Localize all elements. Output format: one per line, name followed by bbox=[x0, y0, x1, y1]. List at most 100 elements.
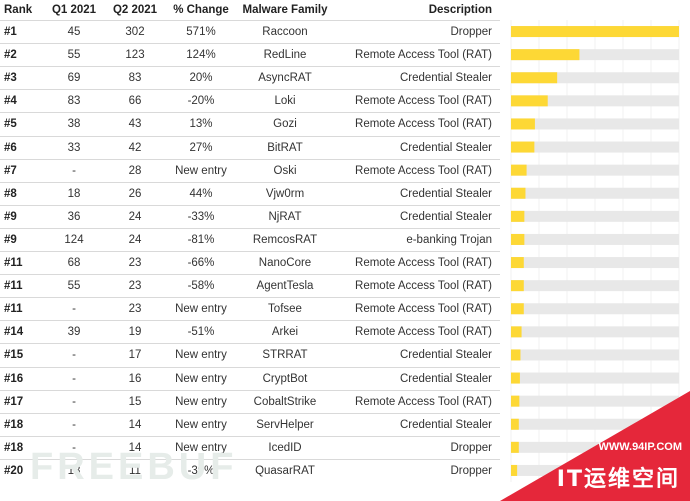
change-cell: -33% bbox=[187, 210, 215, 223]
q1-cell: - bbox=[72, 372, 76, 385]
family-cell: IcedID bbox=[268, 441, 302, 454]
description-cell: Credential Stealer bbox=[399, 418, 492, 431]
bar-track bbox=[511, 187, 679, 199]
q1-cell: - bbox=[72, 303, 76, 316]
description-cell: Remote Access Tool (RAT) bbox=[355, 95, 492, 108]
table-row: #6 33 42 27% BitRAT Credential Stealer bbox=[0, 135, 500, 160]
bar-asyncrat bbox=[511, 72, 558, 84]
header-family: Malware Family bbox=[242, 4, 328, 16]
description-cell: Remote Access Tool (RAT) bbox=[355, 164, 492, 177]
description-cell: Remote Access Tool (RAT) bbox=[355, 280, 492, 293]
family-cell: NjRAT bbox=[268, 210, 302, 223]
description-cell: Credential Stealer bbox=[399, 141, 492, 154]
family-cell: Raccoon bbox=[262, 26, 308, 38]
banner-triangle bbox=[500, 391, 690, 501]
table-row: #17 - 15 New entry CobaltStrike Remote Access… bbox=[0, 389, 500, 414]
bar-track bbox=[511, 280, 679, 292]
q2-cell: 26 bbox=[128, 187, 142, 200]
bar-track bbox=[511, 118, 679, 130]
q1-cell: - bbox=[72, 164, 76, 177]
q1-cell: 55 bbox=[67, 49, 81, 62]
header-q2: Q2 2021 bbox=[112, 4, 158, 16]
q1-cell: 45 bbox=[67, 26, 81, 38]
q1-cell: - bbox=[72, 418, 76, 431]
description-cell: Dropper bbox=[450, 441, 492, 454]
change-cell: New entry bbox=[175, 303, 227, 316]
rank-cell: #18 bbox=[4, 441, 24, 454]
q1-cell: 33 bbox=[67, 141, 81, 154]
bar-oski bbox=[511, 164, 527, 176]
q2-cell: 23 bbox=[128, 257, 142, 269]
change-cell: New entry bbox=[175, 418, 227, 431]
table-row: #2 55 123 124% RedLine Remote Access Tool (RA… bbox=[0, 43, 500, 67]
family-cell: CryptBot bbox=[262, 372, 308, 385]
q2-cell: 14 bbox=[128, 441, 142, 454]
rank-cell: #9 bbox=[4, 210, 17, 223]
table-row: #15 - 17 New entry STRRAT Credential Stealer bbox=[0, 343, 500, 367]
description-cell: e-banking Trojan bbox=[406, 233, 492, 246]
description-cell: Dropper bbox=[450, 26, 492, 38]
bar-tofsee bbox=[511, 303, 524, 315]
bar-gozi bbox=[511, 118, 535, 130]
rank-cell: #11 bbox=[4, 303, 23, 316]
family-cell: QuasarRAT bbox=[255, 464, 315, 477]
table-row: #7 - 28 New entry Oski Remote Access Tool (RA… bbox=[0, 158, 500, 183]
q1-cell: 124 bbox=[64, 233, 84, 246]
bar-njrat bbox=[511, 210, 525, 222]
bar-loki bbox=[511, 95, 548, 107]
q2-cell: 16 bbox=[128, 372, 142, 385]
table-row: #11 - 23 New entry Tofsee Remote Access Tool … bbox=[0, 297, 500, 321]
bar-arkei bbox=[511, 326, 522, 338]
bar-agenttesla bbox=[511, 280, 524, 292]
q2-cell: 28 bbox=[128, 164, 142, 177]
change-cell: 124% bbox=[186, 49, 216, 62]
table-row: #5 38 43 13% Gozi Remote Access Tool (RAT) bbox=[0, 112, 500, 136]
bar-track bbox=[511, 49, 679, 61]
family-cell: AgentTesla bbox=[256, 280, 314, 293]
rank-cell: #17 bbox=[4, 395, 24, 408]
change-cell: New entry bbox=[175, 164, 227, 177]
family-cell: NanoCore bbox=[258, 257, 312, 269]
header-description: Description bbox=[428, 4, 492, 16]
change-cell: New entry bbox=[175, 395, 227, 408]
description-cell: Dropper bbox=[450, 464, 492, 477]
bar-track bbox=[511, 326, 679, 338]
rank-cell: #7 bbox=[4, 164, 17, 177]
change-cell: New entry bbox=[175, 372, 227, 385]
rank-cell: #20 bbox=[4, 464, 24, 477]
table-row: #9 124 24 -81% RemcosRAT e-banking Trojan bbox=[0, 227, 500, 252]
change-cell: -20% bbox=[187, 95, 215, 108]
q1-cell: - bbox=[72, 441, 76, 454]
family-cell: Loki bbox=[274, 95, 296, 108]
bar-track bbox=[511, 95, 679, 107]
table-row: #18 - 14 New entry IcedID Dropper bbox=[0, 435, 500, 460]
q1-cell: - bbox=[72, 349, 76, 362]
bar-vjw0rm bbox=[511, 187, 526, 199]
family-cell: STRRAT bbox=[262, 349, 308, 362]
q2-cell: 66 bbox=[128, 95, 142, 108]
change-cell: -58% bbox=[187, 280, 215, 293]
site-banner: WWW.94IP.COM IT运维空间 bbox=[500, 371, 690, 501]
q1-cell: 69 bbox=[67, 72, 81, 85]
change-cell: -39% bbox=[187, 464, 215, 477]
q2-cell: 83 bbox=[128, 72, 142, 85]
table-row: #8 18 26 44% Vjw0rm Credential Stealer bbox=[0, 181, 500, 206]
bar-track bbox=[511, 26, 679, 38]
q2-cell: 17 bbox=[128, 349, 142, 362]
bar-track bbox=[511, 141, 679, 153]
q2-cell: 15 bbox=[128, 395, 142, 408]
bar-nanocore bbox=[511, 257, 524, 269]
description-cell: Remote Access Tool (RAT) bbox=[355, 303, 492, 316]
change-cell: New entry bbox=[175, 349, 227, 362]
family-cell: Vjw0rm bbox=[265, 187, 305, 200]
description-cell: Credential Stealer bbox=[399, 72, 492, 85]
table-row: #1 45 302 571% Raccoon Dropper bbox=[0, 20, 500, 44]
rank-cell: #11 bbox=[4, 257, 23, 269]
rank-cell: #11 bbox=[4, 280, 23, 293]
change-cell: New entry bbox=[175, 441, 227, 454]
description-cell: Remote Access Tool (RAT) bbox=[355, 326, 492, 339]
banner-slogan: IT运维空间 bbox=[556, 467, 680, 492]
rank-cell: #16 bbox=[4, 372, 24, 385]
banner-url: WWW.94IP.COM bbox=[598, 441, 682, 453]
q2-cell: 19 bbox=[128, 326, 142, 339]
